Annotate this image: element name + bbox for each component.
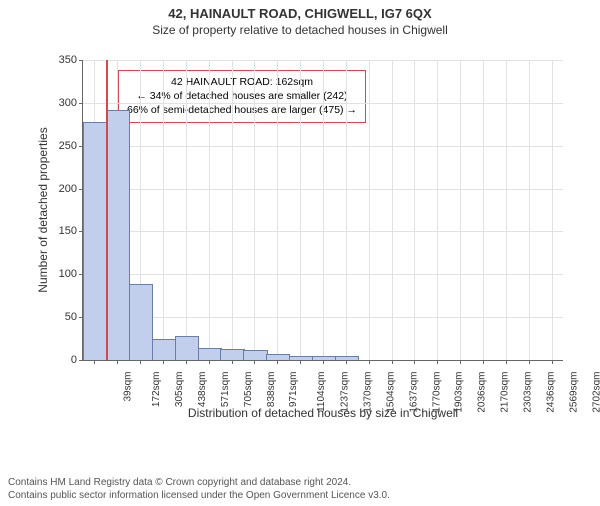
bar xyxy=(198,348,222,360)
xtick-mark xyxy=(232,360,233,364)
ytick-label: 50 xyxy=(65,311,77,323)
plot-area: Number of detached properties Distributi… xyxy=(82,60,563,361)
xtick-mark xyxy=(323,360,324,364)
bar xyxy=(243,350,267,360)
bar xyxy=(312,356,336,360)
ytick-label: 350 xyxy=(59,54,77,66)
gridline-v xyxy=(460,60,461,360)
ytick-label: 300 xyxy=(59,97,77,109)
xtick-mark xyxy=(369,360,370,364)
ytick-label: 0 xyxy=(71,354,77,366)
gridline-v xyxy=(300,60,301,360)
xtick-label: 2569sqm xyxy=(568,372,579,413)
ytick-label: 250 xyxy=(59,140,77,152)
xtick-mark xyxy=(392,360,393,364)
ytick-mark xyxy=(79,360,83,361)
xtick-label: 1637sqm xyxy=(408,372,419,413)
xtick-label: 971sqm xyxy=(289,372,300,408)
gridline-v xyxy=(209,60,210,360)
xtick-mark xyxy=(529,360,530,364)
ytick-label: 150 xyxy=(59,225,77,237)
gridline-v xyxy=(437,60,438,360)
xtick-label: 2436sqm xyxy=(545,372,556,413)
gridline-v xyxy=(552,60,553,360)
gridline-v xyxy=(414,60,415,360)
xtick-label: 571sqm xyxy=(220,372,231,408)
xtick-mark xyxy=(460,360,461,364)
xtick-label: 305sqm xyxy=(174,372,185,408)
gridline-v xyxy=(483,60,484,360)
gridline-v xyxy=(277,60,278,360)
xtick-mark xyxy=(506,360,507,364)
gridline-v xyxy=(529,60,530,360)
xtick-label: 2303sqm xyxy=(523,372,534,413)
xtick-label: 438sqm xyxy=(197,372,208,408)
annotation-box: 42 HAINAULT ROAD: 162sqm← 34% of detache… xyxy=(118,70,366,123)
xtick-mark xyxy=(209,360,210,364)
xtick-label: 1370sqm xyxy=(363,372,374,413)
xtick-label: 1237sqm xyxy=(340,372,351,413)
footer: Contains HM Land Registry data © Crown c… xyxy=(0,472,600,506)
bar xyxy=(152,339,176,360)
xtick-label: 172sqm xyxy=(151,372,162,408)
bar xyxy=(266,354,290,360)
xtick-mark xyxy=(254,360,255,364)
gridline-v xyxy=(186,60,187,360)
bar xyxy=(175,336,199,360)
title-main: 42, HAINAULT ROAD, CHIGWELL, IG7 6QX xyxy=(0,6,600,21)
xtick-mark xyxy=(346,360,347,364)
xtick-label: 838sqm xyxy=(266,372,277,408)
ytick-label: 200 xyxy=(59,183,77,195)
gridline-v xyxy=(369,60,370,360)
bar xyxy=(106,110,130,360)
xtick-label: 2036sqm xyxy=(477,372,488,413)
xtick-mark xyxy=(117,360,118,364)
xtick-label: 2702sqm xyxy=(591,372,600,413)
bar xyxy=(129,284,153,360)
y-axis-label: Number of detached properties xyxy=(36,127,50,292)
bar xyxy=(335,356,359,360)
xtick-label: 705sqm xyxy=(243,372,254,408)
gridline-v xyxy=(506,60,507,360)
bar xyxy=(289,356,313,360)
ytick-mark xyxy=(79,60,83,61)
footer-line: Contains HM Land Registry data © Crown c… xyxy=(8,476,592,489)
xtick-mark xyxy=(552,360,553,364)
gridline-v xyxy=(232,60,233,360)
ytick-mark xyxy=(79,103,83,104)
gridline-v xyxy=(346,60,347,360)
footer-line: Contains public sector information licen… xyxy=(8,489,592,502)
gridline-v xyxy=(254,60,255,360)
title-sub: Size of property relative to detached ho… xyxy=(0,23,600,37)
xtick-mark xyxy=(140,360,141,364)
xtick-label: 1104sqm xyxy=(316,372,327,412)
xtick-label: 1770sqm xyxy=(431,372,442,413)
xtick-mark xyxy=(186,360,187,364)
xtick-mark xyxy=(163,360,164,364)
xtick-label: 1903sqm xyxy=(454,372,465,413)
marker-line xyxy=(106,60,108,360)
ytick-label: 100 xyxy=(59,268,77,280)
bar xyxy=(83,122,107,360)
xtick-mark xyxy=(94,360,95,364)
xtick-label: 1504sqm xyxy=(385,372,396,413)
chart-container: Number of detached properties Distributi… xyxy=(52,50,572,410)
xtick-mark xyxy=(437,360,438,364)
gridline-v xyxy=(392,60,393,360)
xtick-label: 39sqm xyxy=(123,372,134,402)
xtick-label: 2170sqm xyxy=(500,372,511,413)
xtick-mark xyxy=(300,360,301,364)
gridline-v xyxy=(163,60,164,360)
bar xyxy=(220,349,244,360)
xtick-mark xyxy=(483,360,484,364)
gridline-v xyxy=(323,60,324,360)
xtick-mark xyxy=(414,360,415,364)
xtick-mark xyxy=(277,360,278,364)
